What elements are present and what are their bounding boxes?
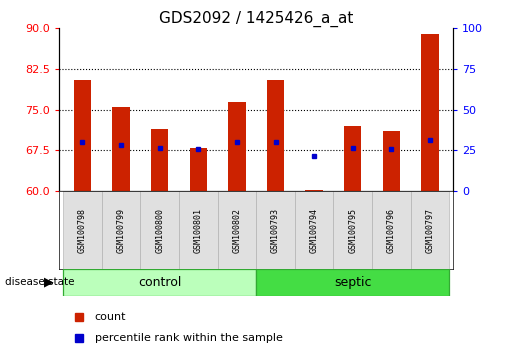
- Text: GSM100798: GSM100798: [78, 207, 87, 253]
- Bar: [63, 269, 256, 296]
- Bar: [190, 148, 207, 191]
- Bar: [256, 191, 295, 269]
- Bar: [140, 191, 179, 269]
- Text: control: control: [138, 276, 181, 289]
- Bar: [334, 191, 372, 269]
- Text: GSM100794: GSM100794: [310, 207, 319, 253]
- Text: GSM100797: GSM100797: [425, 207, 435, 253]
- Bar: [112, 107, 130, 191]
- Text: GSM100801: GSM100801: [194, 207, 203, 253]
- Bar: [344, 126, 362, 191]
- Text: GSM100793: GSM100793: [271, 207, 280, 253]
- Text: GSM100796: GSM100796: [387, 207, 396, 253]
- Text: percentile rank within the sample: percentile rank within the sample: [95, 332, 283, 343]
- Text: septic: septic: [334, 276, 371, 289]
- Bar: [421, 34, 439, 191]
- Bar: [217, 191, 256, 269]
- Text: ▶: ▶: [44, 276, 54, 289]
- Bar: [63, 191, 102, 269]
- Bar: [179, 191, 217, 269]
- Bar: [151, 129, 168, 191]
- Bar: [410, 191, 449, 269]
- Bar: [228, 102, 246, 191]
- Bar: [102, 191, 140, 269]
- Bar: [256, 269, 449, 296]
- Bar: [383, 131, 400, 191]
- Bar: [74, 80, 91, 191]
- Text: disease state: disease state: [5, 277, 75, 287]
- Text: GSM100795: GSM100795: [348, 207, 357, 253]
- Text: GSM100800: GSM100800: [155, 207, 164, 253]
- Title: GDS2092 / 1425426_a_at: GDS2092 / 1425426_a_at: [159, 11, 353, 27]
- Text: GSM100802: GSM100802: [232, 207, 242, 253]
- Bar: [267, 80, 284, 191]
- Text: GSM100799: GSM100799: [116, 207, 126, 253]
- Bar: [295, 191, 334, 269]
- Text: count: count: [95, 312, 126, 322]
- Bar: [372, 191, 410, 269]
- Bar: [305, 189, 323, 191]
